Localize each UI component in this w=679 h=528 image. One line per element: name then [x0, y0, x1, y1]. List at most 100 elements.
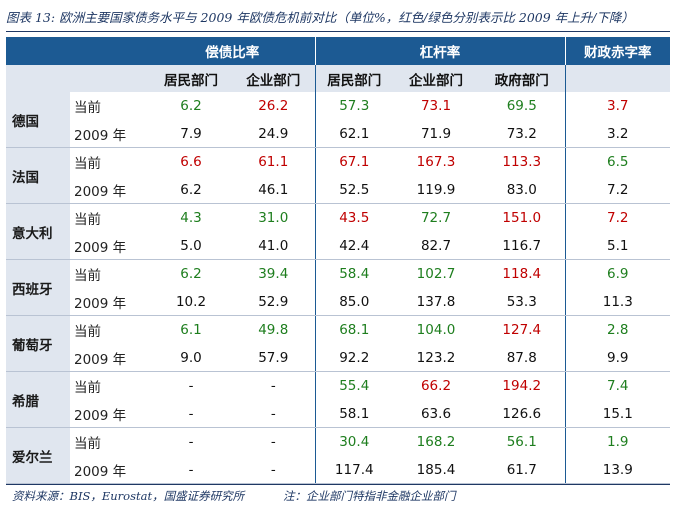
row-label-current: 当前 — [74, 268, 101, 284]
table-row: 爱尔兰 当前 - -30.4 168.2 56.1 1.9 — [6, 427, 671, 484]
value-cell: 39.4 — [258, 266, 289, 282]
value-cell: 6.2 — [180, 98, 202, 114]
debt-table: 偿债比率 杠杆率 财政赤字率 居民部门 企业部门 居民部门 企业部门 政府部门 … — [6, 37, 671, 484]
value-cell: 4.3 — [180, 210, 202, 226]
row-label-2009: 2009 年 — [70, 120, 150, 148]
table-row: 意大利 当前 4.3 31.0 43.5 72.7 151.0 7.2 — [6, 203, 671, 260]
value-cell: 66.2 — [420, 378, 452, 394]
value-cell: 104.0 — [416, 322, 456, 338]
sub-header-row: 居民部门 企业部门 居民部门 企业部门 政府部门 — [6, 65, 671, 92]
value-cell: 185.4 — [393, 456, 479, 484]
value-cell: 58.4 — [314, 259, 393, 288]
table-row: 希腊 当前 - -55.4 66.2 194.2 7.4 — [6, 371, 671, 428]
value-cell: 6.5 — [564, 147, 671, 176]
value-cell: 7.9 — [150, 120, 232, 148]
row-label-2009: 2009 年 — [70, 400, 150, 428]
row-label-2009: 2009 年 — [70, 456, 150, 484]
value-cell: 62.1 — [314, 120, 393, 148]
group-debt-service: 偿债比率 — [150, 37, 315, 65]
value-cell: 168.2 — [416, 434, 456, 450]
value-cell: 5.1 — [564, 232, 671, 260]
value-cell: 56.1 — [506, 434, 537, 450]
value-cell: 42.4 — [314, 232, 393, 260]
value-cell: 5.0 — [150, 232, 232, 260]
country-name: 法国 — [6, 147, 70, 204]
value-cell: 6.6 — [180, 154, 202, 170]
value-cell: 73.2 — [479, 120, 566, 148]
value-cell: 6.2 — [150, 176, 232, 204]
value-cell: - — [232, 456, 315, 484]
value-cell: 116.7 — [479, 232, 566, 260]
value-cell: 1.9 — [564, 427, 671, 456]
value-cell: 113.3 — [502, 154, 542, 170]
value-cell: 41.0 — [232, 232, 315, 260]
value-cell: 11.3 — [564, 288, 671, 316]
value-cell: 52.5 — [314, 176, 393, 204]
value-cell: 87.8 — [479, 344, 566, 372]
title-rule — [6, 31, 670, 32]
value-cell: 13.9 — [564, 456, 671, 484]
value-cell: 6.9 — [564, 259, 671, 288]
value-cell: 82.7 — [393, 232, 479, 260]
value-cell: - — [232, 400, 315, 428]
value-cell: 57.9 — [232, 344, 315, 372]
value-cell: 102.7 — [416, 266, 456, 282]
value-cell: 57.3 — [314, 92, 393, 120]
sub-corporate-2: 企业部门 — [393, 65, 479, 92]
row-label-current: 当前 — [74, 436, 101, 452]
country-name: 德国 — [6, 92, 70, 148]
corner-cell — [6, 37, 150, 65]
value-cell: 31.0 — [258, 210, 289, 226]
row-label-current: 当前 — [74, 156, 101, 172]
value-cell: 83.0 — [479, 176, 566, 204]
sub-government: 政府部门 — [479, 65, 566, 92]
row-label-current: 当前 — [74, 380, 101, 396]
value-cell: 194.2 — [502, 378, 542, 394]
table-row: 2009 年 5.0 41.0 42.4 82.7 116.7 5.1 — [6, 232, 671, 260]
table-row: 2009 年 10.2 52.9 85.0 137.8 53.3 11.3 — [6, 288, 671, 316]
value-cell: 9.0 — [150, 344, 232, 372]
table-body: 德国 当前 6.2 26.2 57.3 73.1 69.5 3.7 2009 年 7.9 24.9 6… — [6, 92, 671, 484]
row-label-2009: 2009 年 — [70, 288, 150, 316]
group-leverage: 杠杆率 — [314, 37, 566, 65]
value-cell: 10.2 — [150, 288, 232, 316]
sub-household: 居民部门 — [150, 65, 232, 92]
value-cell: - — [270, 378, 276, 394]
value-cell: 6.1 — [180, 322, 202, 338]
value-cell: 61.1 — [258, 154, 289, 170]
value-cell: 3.7 — [564, 92, 671, 120]
value-cell: 53.3 — [479, 288, 566, 316]
table-row: 2009 年 - -58.1 63.6 126.6 15.1 — [6, 400, 671, 428]
value-cell: 63.6 — [393, 400, 479, 428]
value-cell: - — [188, 434, 194, 450]
figure-title: 图表 13: 欧洲主要国家债务水平与 2009 年欧债危机前对比（单位%，红色/… — [6, 10, 634, 25]
row-label-2009: 2009 年 — [70, 232, 150, 260]
table-row: 法国 当前 6.6 61.1 67.1 167.3 113.3 6.5 — [6, 147, 671, 204]
value-cell: - — [270, 434, 276, 450]
value-cell: 3.2 — [564, 120, 671, 148]
value-cell: - — [150, 456, 232, 484]
sub-corporate: 企业部门 — [232, 65, 315, 92]
value-cell: 117.4 — [314, 456, 393, 484]
row-label-2009: 2009 年 — [70, 344, 150, 372]
sub-corner-cell — [6, 65, 150, 92]
value-cell: 92.2 — [314, 344, 393, 372]
value-cell: 7.4 — [564, 371, 671, 400]
value-cell: 9.9 — [564, 344, 671, 372]
table-row: 2009 年 6.2 46.1 52.5 119.9 83.0 7.2 — [6, 176, 671, 204]
footer-rule — [6, 484, 670, 485]
row-label-current: 当前 — [74, 212, 101, 228]
value-cell: 151.0 — [502, 210, 542, 226]
table-row: 葡萄牙 当前 6.1 49.8 68.1 104.0 127.4 2.8 — [6, 315, 671, 372]
value-cell: 68.1 — [314, 315, 393, 344]
footnote: 注：企业部门特指非金融企业部门 — [283, 489, 456, 503]
row-label-current: 当前 — [74, 324, 101, 340]
country-name: 葡萄牙 — [6, 315, 70, 372]
value-cell: 123.2 — [393, 344, 479, 372]
table-row: 2009 年 9.0 57.9 92.2 123.2 87.8 9.9 — [6, 344, 671, 372]
value-cell: 118.4 — [502, 266, 542, 282]
value-cell: 24.9 — [232, 120, 315, 148]
value-cell: 49.8 — [258, 322, 289, 338]
value-cell: - — [188, 378, 194, 394]
table-row: 2009 年 - -117.4 185.4 61.7 13.9 — [6, 456, 671, 484]
